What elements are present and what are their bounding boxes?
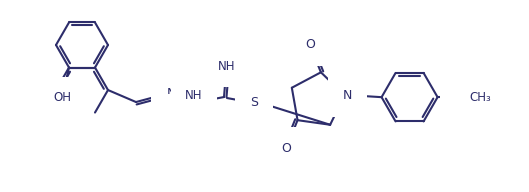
Text: CH₃: CH₃ [470,91,491,104]
Text: O: O [281,142,291,155]
Text: N: N [166,87,176,99]
Text: O: O [454,91,464,104]
Text: S: S [250,96,258,108]
Text: NH: NH [218,60,236,73]
Text: H: H [178,107,186,117]
Text: N: N [343,89,352,102]
Text: NH: NH [185,89,203,102]
Text: O: O [305,38,315,51]
Text: OH: OH [53,91,71,104]
